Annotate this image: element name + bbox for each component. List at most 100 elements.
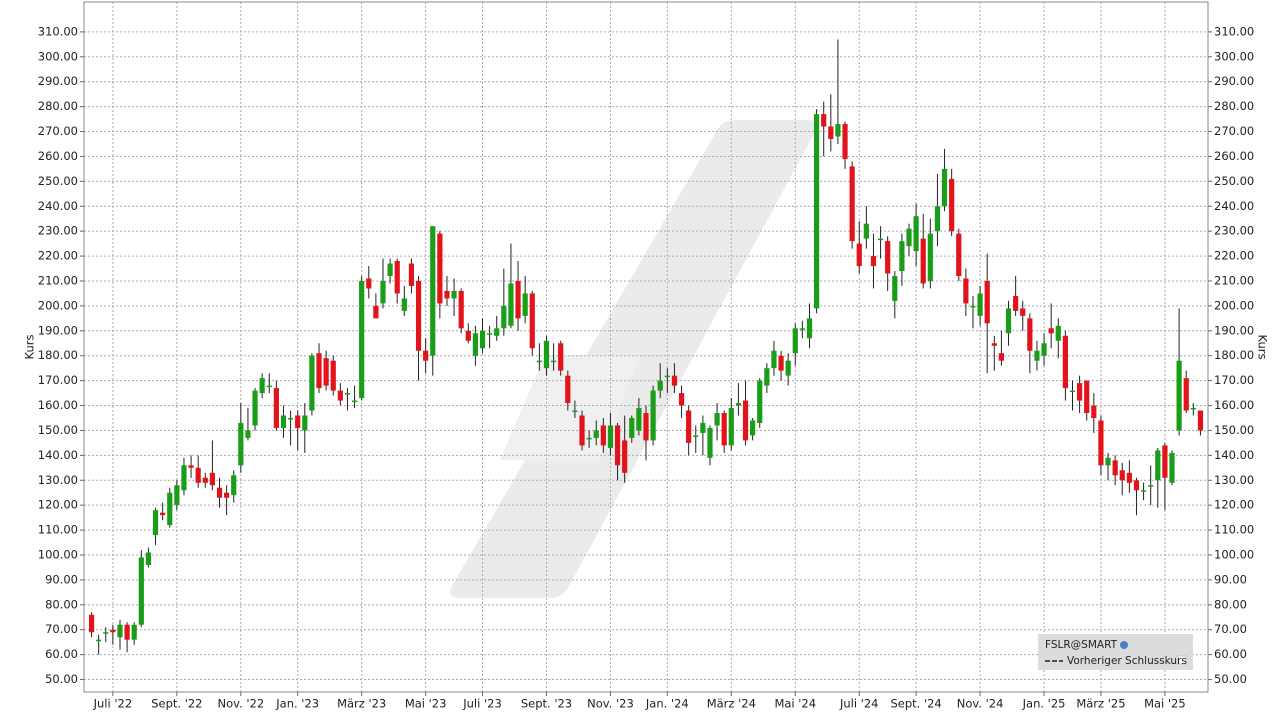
x-tick-label: Nov. '23 (587, 697, 634, 711)
candle-body (295, 415, 301, 428)
candle-body (1091, 405, 1097, 418)
candle-body (1155, 450, 1161, 481)
candle-body (1062, 335, 1068, 389)
y-tick-label: 50.00 (45, 672, 78, 686)
candle-body (181, 465, 187, 491)
candle-body (231, 475, 237, 496)
y2-tick-label: 140.00 (1214, 448, 1254, 462)
candle-body (821, 114, 827, 127)
candle-body (323, 358, 329, 386)
candle-body (330, 360, 336, 391)
y2-tick-label: 160.00 (1214, 398, 1254, 412)
candle-body (88, 614, 95, 633)
candle-body (302, 415, 308, 431)
candle-body (117, 624, 123, 638)
candle-body (657, 380, 663, 391)
x-tick-label: Sept. '23 (521, 697, 572, 711)
x-tick-label: März '23 (337, 697, 386, 711)
candle-body (870, 256, 877, 267)
candle-body (238, 422, 244, 466)
candle-body (636, 408, 642, 431)
candle-body (750, 420, 756, 436)
candle-body (174, 485, 180, 506)
candle-body (1034, 350, 1040, 361)
y-tick-label: 290.00 (38, 74, 78, 88)
legend-entry: FSLR@SMART (1045, 639, 1118, 651)
y2-tick-label: 50.00 (1214, 672, 1247, 686)
candle-body (735, 403, 742, 406)
y-tick-label: 260.00 (38, 149, 78, 163)
y-tick-label: 190.00 (38, 323, 78, 337)
legend-checkbox[interactable] (1177, 655, 1187, 665)
candle-body (451, 290, 457, 299)
candle-body (1140, 490, 1147, 492)
candle-body (1048, 328, 1054, 334)
y-tick-label: 90.00 (45, 572, 78, 586)
candle-body (437, 233, 443, 304)
y-tick-label: 280.00 (38, 99, 78, 113)
candle-body (458, 290, 464, 329)
candle-body (508, 283, 514, 326)
candle-body (309, 355, 315, 411)
candle-body (131, 624, 137, 640)
x-tick-label: Mai '23 (405, 697, 447, 711)
y2-tick-label: 120.00 (1214, 498, 1254, 512)
candle-body (1055, 325, 1061, 341)
candle-body (600, 425, 606, 446)
legend-icon (1120, 641, 1128, 649)
candle-body (1112, 460, 1118, 476)
candle-body (671, 375, 678, 386)
y2-tick-label: 60.00 (1214, 647, 1247, 661)
candle-body (828, 126, 834, 140)
candle-body (96, 639, 102, 642)
candle-body (849, 166, 855, 242)
candle-body (593, 430, 599, 438)
x-tick-label: Jan. '24 (645, 697, 689, 711)
y2-tick-label: 270.00 (1214, 124, 1254, 138)
candle-body (401, 298, 407, 311)
y-tick-label: 300.00 (38, 49, 78, 63)
x-tick-label: Nov. '22 (217, 697, 264, 711)
candle-body (1162, 445, 1168, 478)
candle-body (721, 413, 727, 446)
candle-body (366, 278, 372, 289)
candle-body (813, 114, 820, 309)
y2-tick-label: 220.00 (1214, 249, 1254, 263)
candle-body (1069, 390, 1076, 393)
y-tick-label: 80.00 (45, 597, 78, 611)
y2-tick-label: 100.00 (1214, 547, 1254, 561)
candle-body (885, 241, 891, 274)
candle-body (408, 263, 415, 286)
candle-body (224, 492, 230, 498)
y2-tick-label: 180.00 (1214, 348, 1254, 362)
candle-body (572, 410, 578, 413)
y-tick-label: 250.00 (38, 174, 78, 188)
candle-body (252, 390, 258, 426)
candle-body (465, 330, 471, 341)
candle-body (188, 465, 194, 468)
candle-body (913, 216, 919, 252)
candle-body (103, 632, 109, 634)
y-tick-label: 160.00 (38, 398, 78, 412)
candle-body (110, 629, 116, 633)
candle-body (927, 233, 933, 281)
candle-body (614, 425, 621, 466)
y-tick-label: 110.00 (38, 523, 78, 537)
candle-body (423, 350, 429, 361)
x-tick-label: Juli '24 (839, 697, 879, 711)
y-tick-label: 270.00 (38, 124, 78, 138)
y-tick-label: 130.00 (38, 473, 78, 487)
candle-body (1041, 343, 1047, 356)
candle-body (387, 263, 393, 277)
y2-tick-label: 210.00 (1214, 273, 1254, 287)
y-tick-label: 240.00 (38, 199, 78, 213)
candle-body (266, 385, 272, 388)
candle-body (472, 333, 479, 356)
y2-axis-label: Kurs (1256, 335, 1270, 360)
y-tick-label: 200.00 (38, 298, 78, 312)
candle-body (643, 413, 649, 441)
y2-tick-label: 280.00 (1214, 99, 1254, 113)
candle-body (700, 422, 706, 433)
candle-body (430, 226, 436, 356)
